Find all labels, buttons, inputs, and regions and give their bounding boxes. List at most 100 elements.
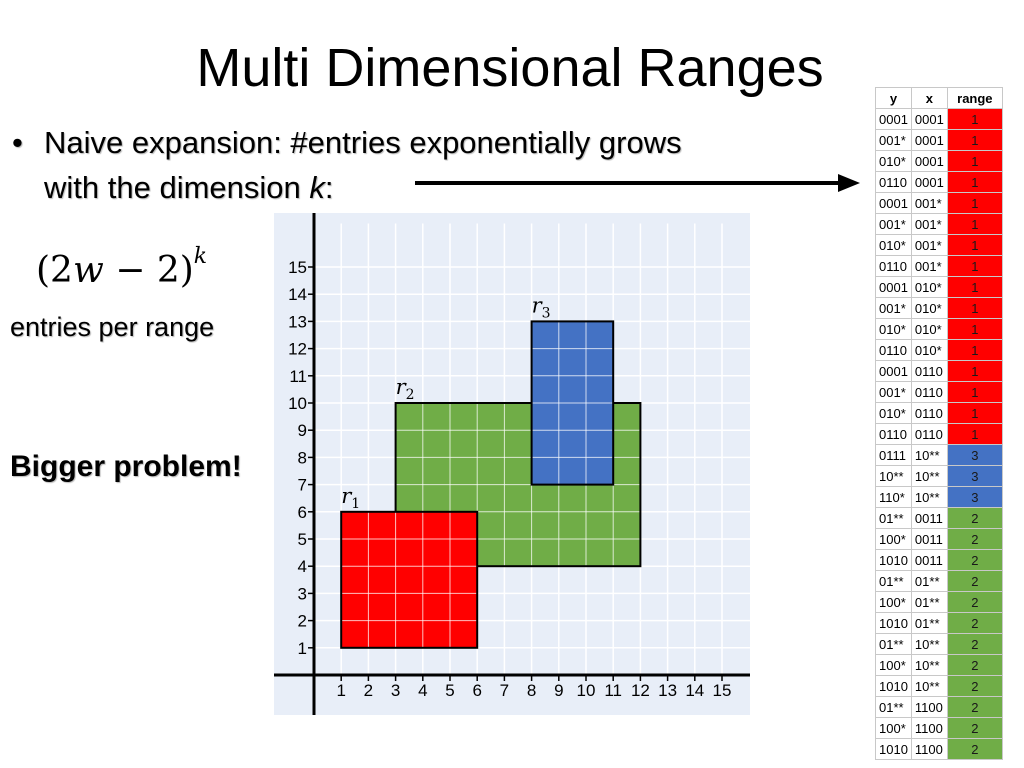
cell-y: 1010	[875, 549, 912, 571]
header-range: range	[946, 87, 1003, 109]
x-tick-label: 4	[418, 681, 427, 700]
cell-x: 0011	[910, 549, 948, 571]
y-tick-label: 14	[288, 285, 307, 304]
table-row: 010* 0001 1	[875, 150, 1003, 172]
x-tick-label: 11	[604, 681, 622, 700]
cell-range: 3	[946, 486, 1003, 508]
cell-x: 1100	[910, 738, 948, 760]
cell-x: 0110	[910, 381, 948, 403]
cell-y: 001*	[875, 213, 912, 235]
table-row: 01** 0011 2	[875, 507, 1003, 529]
table-row: 0110 010* 1	[875, 339, 1003, 361]
cell-range: 1	[946, 339, 1003, 361]
y-tick-label: 15	[288, 258, 307, 277]
cell-x: 10**	[910, 444, 948, 466]
range-label-r1: r1	[341, 484, 360, 512]
cell-range: 2	[946, 528, 1003, 550]
cell-x: 0110	[910, 402, 948, 424]
cell-y: 0110	[875, 255, 912, 277]
x-tick-label: 15	[713, 681, 732, 700]
cell-x: 0001	[910, 171, 948, 193]
cell-x: 01**	[910, 591, 948, 613]
table-row: 100* 0011 2	[875, 528, 1003, 550]
x-tick-label: 13	[658, 681, 677, 700]
cell-range: 1	[946, 192, 1003, 214]
cell-range: 1	[946, 129, 1003, 151]
table-row: 010* 010* 1	[875, 318, 1003, 340]
cell-range: 1	[946, 423, 1003, 445]
x-tick-label: 10	[577, 681, 596, 700]
bullet-marker: •	[12, 125, 23, 160]
range-label-r3: r3	[532, 293, 551, 321]
table-row: 0001 001* 1	[875, 192, 1003, 214]
cell-x: 010*	[910, 276, 948, 298]
table-row: 0110 0001 1	[875, 171, 1003, 193]
bullet-point: • Naive expansion: #entries exponentiall…	[12, 120, 812, 210]
header-x: x	[910, 87, 948, 109]
cell-range: 3	[946, 465, 1003, 487]
x-tick-label: 6	[472, 681, 481, 700]
y-tick-label: 4	[298, 557, 307, 576]
cell-range: 2	[946, 654, 1003, 676]
cell-range: 1	[946, 171, 1003, 193]
cell-y: 010*	[875, 402, 912, 424]
range-label-letter: r	[341, 484, 353, 508]
cell-y: 100*	[875, 528, 912, 550]
bullet-line-1: Naive expansion: #entries exponentially …	[44, 125, 682, 160]
cell-y: 0001	[875, 192, 912, 214]
table-row: 100* 01** 2	[875, 591, 1003, 613]
cell-y: 010*	[875, 318, 912, 340]
table-row: 0111 10** 3	[875, 444, 1003, 466]
cell-x: 010*	[910, 339, 948, 361]
cell-x: 010*	[910, 297, 948, 319]
table-header-row: y x range	[875, 87, 1003, 109]
cell-range: 2	[946, 591, 1003, 613]
table-row: 001* 0001 1	[875, 129, 1003, 151]
table-row: 100* 1100 2	[875, 717, 1003, 739]
cell-range: 1	[946, 255, 1003, 277]
cell-x: 0110	[910, 360, 948, 382]
cell-range: 1	[946, 318, 1003, 340]
cell-x: 001*	[910, 213, 948, 235]
bullet-line-2-text: with the dimension	[44, 170, 310, 205]
bullet-line-2: with the dimension k:	[12, 165, 812, 210]
cell-range: 1	[946, 213, 1003, 235]
table-row: 0001 0001 1	[875, 108, 1003, 130]
cell-y: 010*	[875, 234, 912, 256]
cell-y: 01**	[875, 507, 912, 529]
bullet-line-2-suffix: :	[324, 170, 334, 205]
cell-y: 100*	[875, 717, 912, 739]
dimension-variable: k	[309, 170, 325, 205]
range-rect-border	[394, 402, 642, 568]
table-row: 0110 0110 1	[875, 423, 1003, 445]
cell-y: 01**	[875, 696, 912, 718]
cell-range: 2	[946, 507, 1003, 529]
cell-y: 1010	[875, 612, 912, 634]
cell-y: 01**	[875, 633, 912, 655]
cell-range: 1	[946, 234, 1003, 256]
cell-range: 2	[946, 633, 1003, 655]
range-label-letter: r	[532, 293, 544, 317]
cell-y: 0110	[875, 423, 912, 445]
cell-range: 1	[946, 402, 1003, 424]
cell-x: 0001	[910, 150, 948, 172]
cell-x: 10**	[910, 675, 948, 697]
range-rect-r1	[341, 511, 478, 648]
cell-x: 10**	[910, 633, 948, 655]
cell-range: 2	[946, 612, 1003, 634]
table-row: 01** 1100 2	[875, 696, 1003, 718]
table-row: 010* 0110 1	[875, 402, 1003, 424]
cell-y: 0110	[875, 339, 912, 361]
table-row: 1010 0011 2	[875, 549, 1003, 571]
cell-y: 001*	[875, 129, 912, 151]
cell-y: 001*	[875, 381, 912, 403]
cell-x: 0011	[910, 507, 948, 529]
cell-range: 1	[946, 150, 1003, 172]
cell-range: 1	[946, 108, 1003, 130]
cell-x: 1100	[910, 696, 948, 718]
table-row: 0110 001* 1	[875, 255, 1003, 277]
table-row: 1010 01** 2	[875, 612, 1003, 634]
x-tick-label: 8	[527, 681, 536, 700]
cell-range: 1	[946, 297, 1003, 319]
cell-y: 1010	[875, 738, 912, 760]
